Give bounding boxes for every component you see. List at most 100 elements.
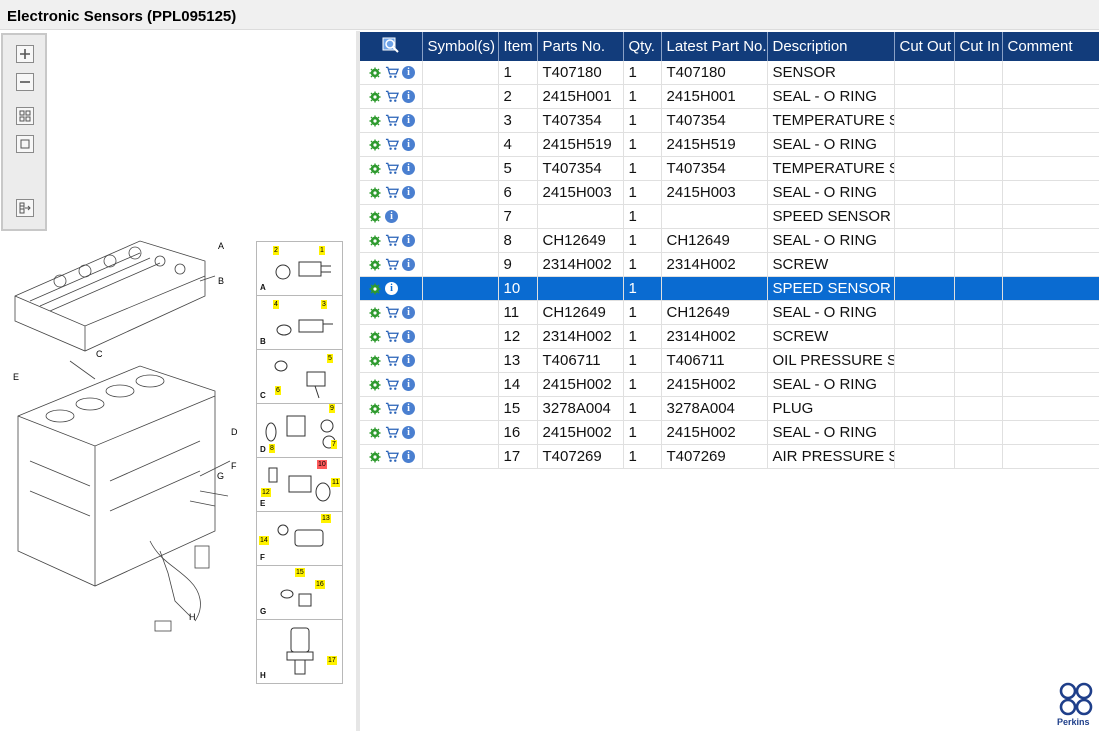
detail-view-e[interactable]: 10 12 11 E bbox=[257, 458, 342, 512]
column-header-qty[interactable]: Qty. bbox=[623, 32, 662, 61]
column-header-parts-no[interactable]: Parts No. bbox=[537, 32, 624, 61]
table-row[interactable]: i 15 3278A004 1 3278A004 PLUG bbox=[360, 396, 1099, 421]
gear-icon[interactable] bbox=[368, 330, 382, 344]
detail-view-a[interactable]: 2 1 A bbox=[257, 242, 342, 296]
cart-icon[interactable] bbox=[385, 186, 399, 200]
cart-icon[interactable] bbox=[385, 114, 399, 128]
info-icon[interactable]: i bbox=[385, 210, 398, 223]
info-icon[interactable]: i bbox=[385, 282, 398, 295]
gear-icon[interactable] bbox=[368, 234, 382, 248]
cart-icon[interactable] bbox=[385, 450, 399, 464]
column-header-item[interactable]: Item bbox=[498, 32, 538, 61]
callout-e[interactable]: E bbox=[13, 372, 20, 382]
zoom-out-button[interactable] bbox=[16, 73, 34, 91]
illustration-pane[interactable]: A B C D E F G H 2 1 A 4 3 B 5 6 C 9 8 7 … bbox=[0, 31, 356, 731]
table-row[interactable]: i 12 2314H002 1 2314H002 SCREW bbox=[360, 324, 1099, 349]
info-icon[interactable]: i bbox=[402, 354, 415, 367]
info-icon[interactable]: i bbox=[402, 258, 415, 271]
table-row[interactable]: i 2 2415H001 1 2415H001 SEAL - O RING bbox=[360, 84, 1099, 109]
info-icon[interactable]: i bbox=[402, 66, 415, 79]
pane-splitter[interactable] bbox=[356, 31, 360, 731]
gear-icon[interactable] bbox=[368, 162, 382, 176]
callout-h[interactable]: H bbox=[189, 612, 196, 622]
gear-icon[interactable] bbox=[368, 210, 382, 224]
cart-icon[interactable] bbox=[385, 402, 399, 416]
cart-icon[interactable] bbox=[385, 354, 399, 368]
export-button[interactable] bbox=[16, 199, 34, 217]
gear-icon[interactable] bbox=[368, 450, 382, 464]
callout-f[interactable]: F bbox=[231, 461, 237, 471]
column-header-comment[interactable]: Comment bbox=[1002, 32, 1099, 61]
table-row[interactable]: i 9 2314H002 1 2314H002 SCREW bbox=[360, 252, 1099, 277]
table-row[interactable]: i 16 2415H002 1 2415H002 SEAL - O RING bbox=[360, 420, 1099, 445]
gear-icon[interactable] bbox=[368, 258, 382, 272]
info-icon[interactable]: i bbox=[402, 306, 415, 319]
cart-icon[interactable] bbox=[385, 162, 399, 176]
info-icon[interactable]: i bbox=[402, 90, 415, 103]
gear-icon[interactable] bbox=[368, 354, 382, 368]
info-icon[interactable]: i bbox=[402, 138, 415, 151]
detail-view-g[interactable]: 15 16 G bbox=[257, 566, 342, 620]
info-icon[interactable]: i bbox=[402, 162, 415, 175]
table-row[interactable]: i 11 CH12649 1 CH12649 SEAL - O RING bbox=[360, 300, 1099, 325]
cart-icon[interactable] bbox=[385, 426, 399, 440]
cart-icon[interactable] bbox=[385, 234, 399, 248]
column-header-symbols[interactable]: Symbol(s) bbox=[422, 32, 499, 61]
column-header-lookup[interactable] bbox=[360, 32, 423, 61]
gear-icon[interactable] bbox=[368, 90, 382, 104]
column-header-description[interactable]: Description bbox=[767, 32, 895, 61]
info-icon[interactable]: i bbox=[402, 426, 415, 439]
column-header-latest-part-no[interactable]: Latest Part No. bbox=[661, 32, 768, 61]
gear-icon[interactable] bbox=[368, 66, 382, 80]
detail-view-c[interactable]: 5 6 C bbox=[257, 350, 342, 404]
table-row[interactable]: i 14 2415H002 1 2415H002 SEAL - O RING bbox=[360, 372, 1099, 397]
fit-window-button[interactable] bbox=[16, 135, 34, 153]
gear-icon[interactable] bbox=[368, 138, 382, 152]
cart-icon[interactable] bbox=[385, 378, 399, 392]
column-header-cut-out[interactable]: Cut Out bbox=[894, 32, 955, 61]
column-header-cut-in[interactable]: Cut In bbox=[954, 32, 1003, 61]
detail-view-f[interactable]: 13 14 F bbox=[257, 512, 342, 566]
detail-view-d[interactable]: 9 8 7 D bbox=[257, 404, 342, 458]
info-icon[interactable]: i bbox=[402, 330, 415, 343]
table-row[interactable]: i 8 CH12649 1 CH12649 SEAL - O RING bbox=[360, 228, 1099, 253]
cell-cut-out bbox=[894, 348, 955, 373]
cart-icon[interactable] bbox=[385, 138, 399, 152]
gear-icon[interactable] bbox=[368, 186, 382, 200]
gear-icon[interactable] bbox=[368, 306, 382, 320]
info-icon[interactable]: i bbox=[402, 234, 415, 247]
gear-icon[interactable] bbox=[368, 282, 382, 296]
table-row[interactable]: i 6 2415H003 1 2415H003 SEAL - O RING bbox=[360, 180, 1099, 205]
zoom-in-button[interactable] bbox=[16, 45, 34, 63]
callout-a[interactable]: A bbox=[218, 241, 225, 251]
info-icon[interactable]: i bbox=[402, 378, 415, 391]
table-row[interactable]: i 1 T407180 1 T407180 SENSOR bbox=[360, 61, 1099, 85]
detail-view-h[interactable]: 17 H bbox=[257, 620, 342, 683]
info-icon[interactable]: i bbox=[402, 186, 415, 199]
info-icon[interactable]: i bbox=[402, 114, 415, 127]
cart-icon[interactable] bbox=[385, 90, 399, 104]
detail-view-b[interactable]: 4 3 B bbox=[257, 296, 342, 350]
gear-icon[interactable] bbox=[368, 426, 382, 440]
table-row[interactable]: i 7 1 SPEED SENSOR bbox=[360, 204, 1099, 229]
callout-g[interactable]: G bbox=[217, 471, 225, 481]
fit-all-button[interactable] bbox=[16, 107, 34, 125]
info-icon[interactable]: i bbox=[402, 450, 415, 463]
callout-b[interactable]: B bbox=[218, 276, 225, 286]
table-row[interactable]: i 4 2415H519 1 2415H519 SEAL - O RING bbox=[360, 132, 1099, 157]
table-row[interactable]: i 10 1 SPEED SENSOR bbox=[360, 276, 1099, 301]
callout-c[interactable]: C bbox=[96, 349, 103, 359]
callout-d[interactable]: D bbox=[231, 427, 238, 437]
info-icon[interactable]: i bbox=[402, 402, 415, 415]
cart-icon[interactable] bbox=[385, 258, 399, 272]
gear-icon[interactable] bbox=[368, 378, 382, 392]
gear-icon[interactable] bbox=[368, 114, 382, 128]
cart-icon[interactable] bbox=[385, 330, 399, 344]
gear-icon[interactable] bbox=[368, 402, 382, 416]
cart-icon[interactable] bbox=[385, 66, 399, 80]
cart-icon[interactable] bbox=[385, 306, 399, 320]
